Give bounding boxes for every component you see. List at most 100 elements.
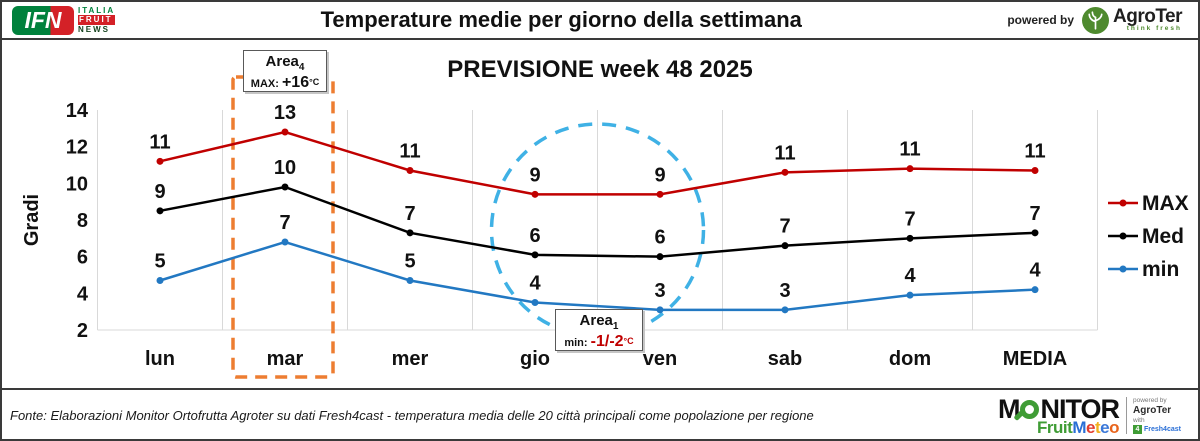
annotation-area4-value: MAX: +16°C bbox=[250, 73, 320, 91]
data-point-label: 11 bbox=[149, 131, 170, 153]
monitor-wordmark: M NITOR FruitMeteo bbox=[997, 393, 1120, 437]
agroter-logo: AgroTer think fresh bbox=[1082, 6, 1182, 34]
ifn-logo: IFN ITALIA FRUIT NEWS bbox=[12, 5, 116, 35]
meteo-letter: e bbox=[1086, 417, 1095, 437]
data-point-min bbox=[406, 277, 414, 284]
badge-with: with bbox=[1133, 417, 1145, 425]
data-point-label: 4 bbox=[1029, 260, 1041, 282]
badge-agroter: AgroTer bbox=[1133, 404, 1172, 416]
data-point-label: 13 bbox=[274, 102, 296, 124]
data-point-label: 10 bbox=[274, 157, 296, 179]
data-point-label: 9 bbox=[654, 164, 665, 186]
source-note: Fonte: Elaborazioni Monitor Ortofrutta A… bbox=[10, 408, 814, 423]
y-tick-label: 10 bbox=[66, 173, 88, 195]
data-point-label: 7 bbox=[279, 212, 290, 234]
chart-area: 11 13 11 9 9 11 11 11 9 10 7 6 6 7 7 7 5 7 5 4 3 3 4 4 14 12 10 8 6 4… bbox=[2, 40, 1198, 388]
meteo-letter: o bbox=[1109, 417, 1119, 437]
meteo-letter: t bbox=[1094, 417, 1101, 437]
data-point-MAX bbox=[781, 168, 789, 176]
series-line-Med bbox=[159, 185, 1036, 258]
x-category-label: MEDIA bbox=[1003, 348, 1067, 370]
data-point-label: 3 bbox=[654, 280, 665, 302]
data-point-label: 11 bbox=[774, 142, 795, 164]
x-category-label: ven bbox=[643, 348, 677, 370]
data-point-label: 11 bbox=[1024, 141, 1045, 163]
agroter-name-block: AgroTer think fresh bbox=[1113, 7, 1182, 33]
fruitmeteo-title: FruitMeteo bbox=[1037, 417, 1119, 437]
data-point-label: 7 bbox=[1029, 203, 1040, 225]
footer-powered-by-badge: powered by AgroTer with 4 Fresh4cast bbox=[1126, 396, 1188, 435]
chart-title: PREVISIONE week 48 2025 bbox=[447, 56, 753, 83]
annotation-area4: Area4 MAX: +16°C bbox=[243, 50, 327, 92]
data-point-min bbox=[781, 306, 789, 314]
legend-label-min: min bbox=[1142, 258, 1179, 281]
y-axis-title: Gradi bbox=[21, 194, 43, 246]
data-point-min bbox=[156, 277, 164, 284]
magnifier-icon bbox=[1020, 399, 1040, 419]
x-category-label: sab bbox=[768, 348, 802, 370]
x-category-label: lun bbox=[145, 348, 175, 370]
ifn-logo-text: ITALIA FRUIT NEWS bbox=[78, 6, 116, 34]
badge-fresh4cast: 4 Fresh4cast bbox=[1133, 425, 1188, 435]
meteo-letter: e bbox=[1100, 417, 1110, 437]
series-line-MAX bbox=[159, 130, 1036, 196]
x-category-label: gio bbox=[520, 348, 550, 370]
data-point-label: 6 bbox=[654, 227, 665, 249]
ifn-italia-label: ITALIA bbox=[78, 6, 116, 16]
data-point-label: 4 bbox=[529, 273, 541, 295]
annotation-area1: Area1 min: -1/-2°C bbox=[555, 309, 643, 351]
data-point-label: 4 bbox=[904, 265, 916, 287]
y-tick-label: 12 bbox=[66, 137, 88, 159]
data-point-min bbox=[656, 306, 664, 314]
header-bar: IFN ITALIA FRUIT NEWS Temperature medie … bbox=[2, 2, 1198, 40]
data-point-MAX bbox=[156, 157, 164, 165]
monitor-title: M NITOR bbox=[997, 393, 1120, 424]
data-point-label: 3 bbox=[779, 280, 790, 302]
data-point-min bbox=[1031, 286, 1039, 294]
badge-powered-by: powered by bbox=[1133, 396, 1167, 404]
footer-bar: Fonte: Elaborazioni Monitor Ortofrutta A… bbox=[2, 388, 1198, 439]
annotation-area1-title: Area1 bbox=[579, 312, 619, 332]
data-point-label: 9 bbox=[529, 164, 540, 186]
x-category-label: dom bbox=[889, 348, 931, 370]
legend-label-Med: Med bbox=[1142, 225, 1184, 248]
data-point-MAX bbox=[906, 165, 914, 173]
legend-label-MAX: MAX bbox=[1142, 192, 1189, 215]
ifn-fruit-label: FRUIT bbox=[78, 15, 116, 25]
data-point-MAX bbox=[1031, 167, 1039, 174]
y-tick-label: 4 bbox=[77, 283, 89, 305]
meteo-letter: M bbox=[1072, 417, 1086, 437]
agroter-tagline: think fresh bbox=[1126, 25, 1182, 33]
y-tick-label: 14 bbox=[66, 100, 89, 122]
y-tick-label: 8 bbox=[77, 210, 88, 232]
ifn-news-label: NEWS bbox=[78, 24, 110, 34]
data-point-label: 6 bbox=[529, 225, 540, 247]
data-point-Med bbox=[156, 207, 164, 215]
x-category-label: mar bbox=[267, 348, 304, 370]
y-tick-label: 6 bbox=[77, 247, 88, 269]
agroter-name: AgroTer bbox=[1113, 6, 1182, 28]
data-point-Med bbox=[656, 253, 664, 261]
monitor-fruitmeteo-logo: M NITOR FruitMeteo powered by AgroTer wit… bbox=[997, 393, 1188, 437]
legend-marker-Med bbox=[1119, 232, 1127, 240]
legend-marker-min bbox=[1119, 265, 1127, 273]
data-point-min bbox=[281, 238, 289, 246]
ifn-badge-icon: IFN bbox=[12, 5, 74, 35]
x-category-label: mer bbox=[392, 348, 429, 370]
data-point-min bbox=[906, 291, 914, 299]
data-point-label: 7 bbox=[404, 203, 415, 225]
data-point-Med bbox=[531, 251, 539, 259]
data-point-label: 5 bbox=[404, 251, 415, 273]
data-point-MAX bbox=[406, 167, 414, 174]
powered-by-block: powered by AgroTer think fresh bbox=[1007, 6, 1188, 34]
data-point-min bbox=[531, 299, 539, 306]
gio-ven-highlight-circle bbox=[489, 122, 706, 338]
data-point-Med bbox=[906, 234, 914, 242]
data-point-label: 7 bbox=[779, 216, 790, 238]
data-point-MAX bbox=[281, 128, 289, 136]
data-point-label: 5 bbox=[154, 251, 165, 273]
powered-by-label: powered by bbox=[1007, 13, 1075, 27]
data-point-label: 11 bbox=[399, 141, 420, 163]
annotation-area4-title: Area4 bbox=[265, 53, 305, 73]
page-title: Temperature medie per giorno della setti… bbox=[320, 7, 802, 32]
